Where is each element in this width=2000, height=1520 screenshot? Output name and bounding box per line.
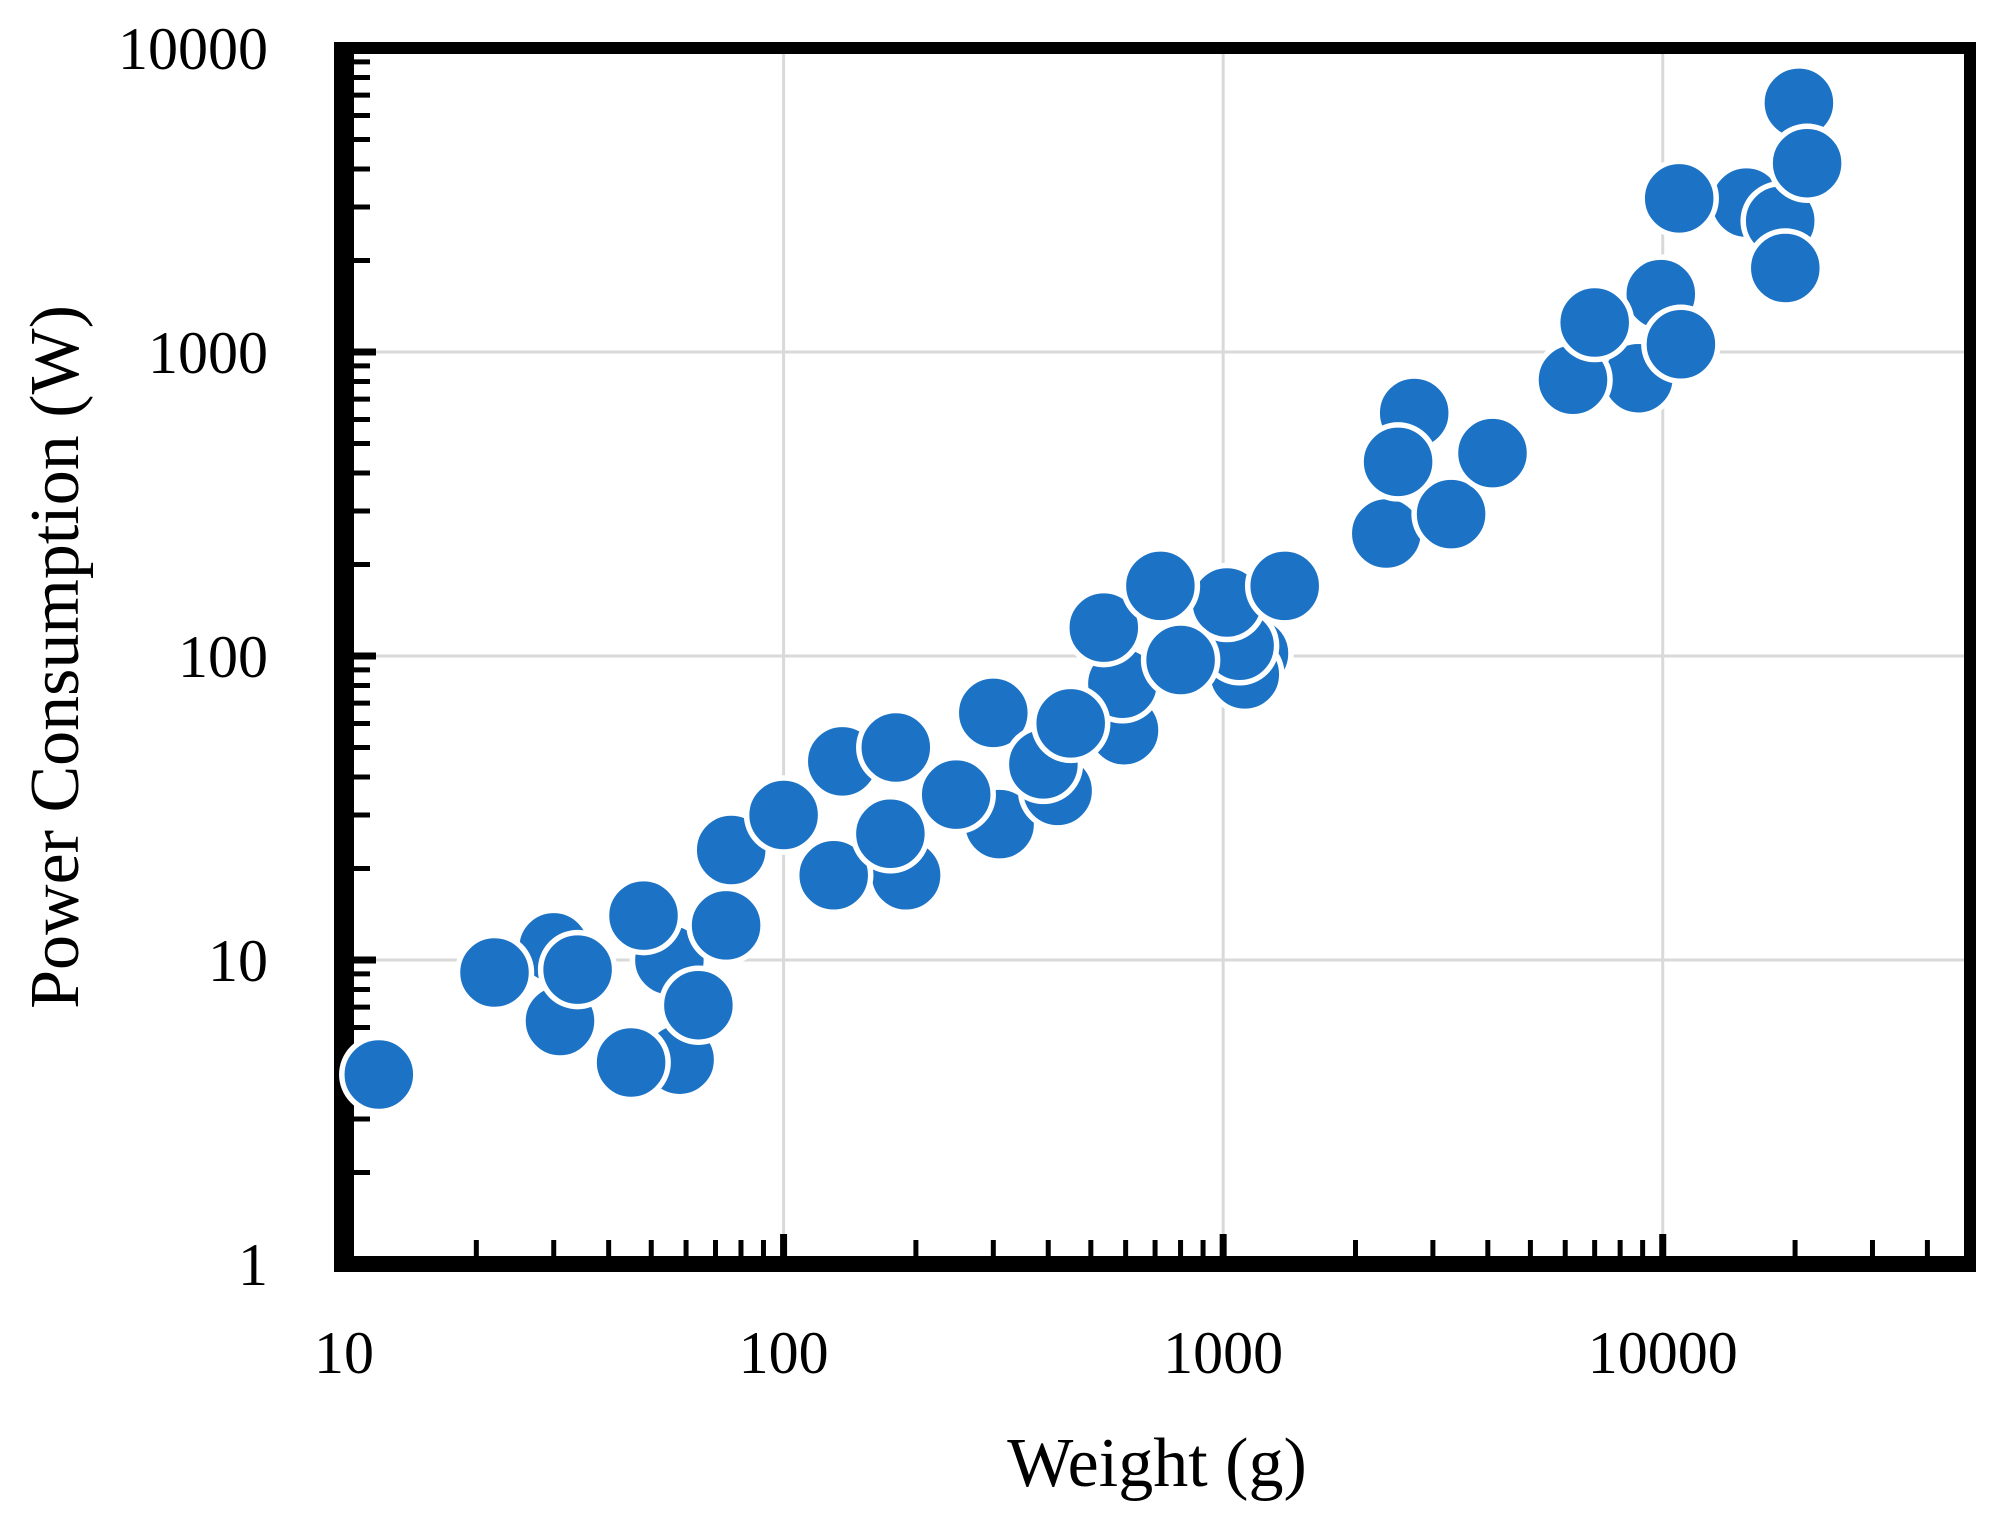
data-point	[850, 794, 931, 874]
y-tick-label: 10	[208, 928, 268, 994]
x-tick-label: 10000	[1588, 1320, 1738, 1386]
y-tick-label: 100	[178, 624, 268, 690]
x-tick-label: 1000	[1163, 1320, 1283, 1386]
data-point	[1030, 683, 1111, 764]
y-tick-label: 10000	[118, 16, 268, 82]
data-point	[1767, 123, 1847, 203]
data-point	[916, 754, 996, 835]
data-point	[1452, 413, 1533, 493]
axis-ticks	[352, 59, 1930, 1258]
data-point	[591, 1022, 671, 1103]
data-point	[1064, 587, 1144, 668]
data-point	[1554, 282, 1635, 363]
data-point	[603, 875, 684, 956]
data-point	[793, 835, 874, 916]
data-point	[1140, 620, 1221, 700]
data-point	[1358, 422, 1438, 502]
x-tick-label: 10	[314, 1320, 374, 1386]
data-point	[953, 673, 1034, 753]
tick-labels: 10 100 1000 10000 10000 1000 100 10 1	[118, 16, 1738, 1386]
y-tick-label: 1	[238, 1232, 268, 1298]
data-point	[1244, 546, 1325, 626]
y-tick-label: 1000	[148, 320, 268, 386]
x-axis-title: Weight (g)	[1007, 1425, 1307, 1502]
data-point	[856, 707, 936, 788]
data-point	[1411, 474, 1491, 554]
data-point	[454, 932, 535, 1013]
data-points	[339, 63, 1847, 1115]
data-point	[743, 775, 824, 855]
data-point	[1639, 158, 1719, 239]
data-point	[1120, 546, 1201, 626]
x-tick-label: 100	[739, 1320, 829, 1386]
data-point	[686, 885, 766, 966]
data-point	[1745, 228, 1826, 308]
data-point	[537, 929, 618, 1010]
data-point	[1641, 304, 1721, 385]
y-axis-title: Power Consumption (W)	[17, 305, 94, 1009]
data-point	[658, 965, 739, 1045]
data-point	[339, 1034, 419, 1115]
